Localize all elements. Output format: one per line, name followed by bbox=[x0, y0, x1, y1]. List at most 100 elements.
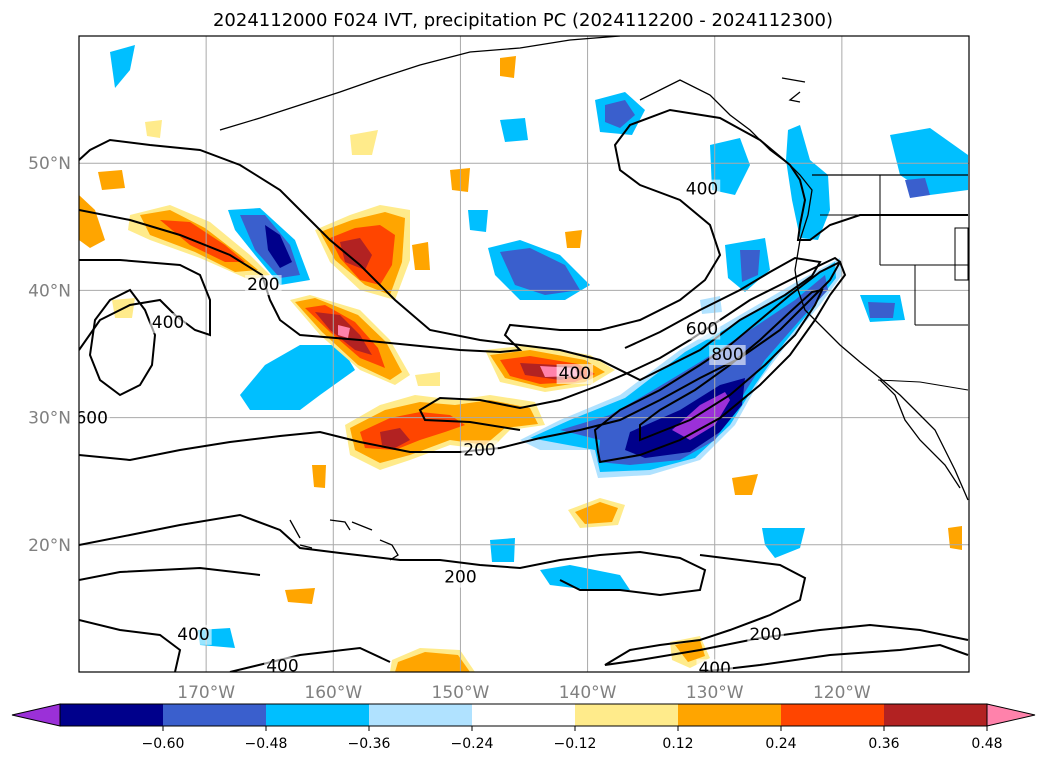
y-tick-label: 40°N bbox=[28, 281, 71, 301]
neg-anomaly-coast-socal-core bbox=[740, 250, 760, 282]
ivt-contour-label-bg bbox=[264, 656, 301, 672]
colorbar-tick-label: 0.12 bbox=[662, 736, 693, 752]
pos-anomaly-bottom-mid bbox=[395, 652, 470, 672]
pos-anomaly-south-mid-core bbox=[575, 502, 618, 524]
colorbar-swatch bbox=[678, 704, 782, 726]
pos-anomaly-small-6 bbox=[565, 230, 582, 248]
neg-anomaly-south-2 bbox=[762, 528, 805, 558]
colorbar-tick-label: −0.24 bbox=[451, 736, 494, 752]
ivt-contour-800-ar bbox=[639, 288, 824, 442]
pos-anomaly-west-edge bbox=[79, 195, 105, 248]
x-tick-label: 140°W bbox=[559, 683, 617, 703]
neg-anomaly-westpac-peak bbox=[265, 225, 292, 268]
ivt-contour-label: 600 bbox=[686, 320, 718, 340]
ivt-contour-400-arc bbox=[79, 138, 822, 382]
x-tick-label: 160°W bbox=[304, 683, 362, 703]
neg-anomaly-baja-core bbox=[868, 302, 895, 318]
ivt-contour-200-south-right bbox=[604, 554, 969, 666]
ivt-contour-200-bottom bbox=[79, 566, 261, 581]
pos-anomaly-south-band-peak bbox=[380, 428, 410, 448]
colorbar-swatch bbox=[575, 704, 679, 726]
ivt-contour-label-bg bbox=[696, 659, 733, 672]
colorbar-swatch bbox=[781, 704, 885, 726]
neg-anomaly-central-core bbox=[500, 248, 580, 295]
colorbar-swatch bbox=[266, 704, 370, 726]
ivt-contour-label-bg bbox=[442, 567, 479, 588]
ivt-contour-labels: 200 400 600 400 600 800 400 200 200 400 400 200 400 bbox=[75, 179, 784, 679]
neg-anomaly-small-2 bbox=[468, 210, 488, 232]
x-tick-label: 170°W bbox=[177, 683, 235, 703]
ivt-contour-label: 400 bbox=[266, 657, 298, 677]
ivt-contour-600-west bbox=[79, 259, 211, 351]
pos-anomaly-small-5 bbox=[732, 474, 758, 495]
colorbar-swatch bbox=[884, 704, 988, 726]
ivt-contour-label: 400 bbox=[686, 180, 718, 200]
ivt-contour-400-south bbox=[79, 619, 182, 672]
ivt-contour-label-bg bbox=[683, 179, 721, 200]
ivt-contour-label: 400 bbox=[152, 313, 184, 333]
neg-anomaly-south bbox=[540, 565, 630, 590]
colorbar: −0.60 −0.48 −0.36 −0.24 −0.12 0.12 0.24 0.36 0.4… bbox=[11, 703, 1036, 752]
pos-anomaly-mid-north-core bbox=[340, 238, 372, 270]
ivt-contour-600-ar bbox=[593, 260, 847, 464]
colorbar-tick-label: 0.24 bbox=[765, 736, 796, 752]
ivt-contour-label: 600 bbox=[75, 409, 107, 429]
neg-anomaly-inland-2 bbox=[905, 178, 930, 198]
ivt-contour-label: 400 bbox=[698, 659, 730, 679]
ivt-contour-label: 800 bbox=[711, 345, 743, 365]
chart-title: 2024112000 F024 IVT, precipitation PC (2… bbox=[213, 10, 833, 31]
pos-anomaly-small-1 bbox=[98, 170, 125, 190]
ivt-contours bbox=[79, 108, 969, 672]
pos-anomaly-small-7 bbox=[948, 526, 962, 550]
island-misc-1 bbox=[289, 77, 806, 539]
colorbar-tick-label: −0.60 bbox=[142, 736, 185, 752]
x-tick-label: 130°W bbox=[686, 683, 744, 703]
pos-anomaly-small-10 bbox=[500, 56, 516, 78]
pos-anomaly-diagonal-max bbox=[338, 325, 350, 338]
colorbar-tick-label: −0.36 bbox=[348, 736, 391, 752]
pos-anomaly-small-2 bbox=[412, 242, 430, 270]
neg-anomaly-nepac-core bbox=[605, 100, 635, 128]
ivt-contour-label-bg bbox=[556, 364, 594, 385]
x-tick-labels: 170°W 160°W 150°W 140°W 130°W 120°W bbox=[177, 683, 871, 703]
ivt-contour-label: 200 bbox=[444, 568, 476, 588]
ivt-contour-label-bg bbox=[683, 319, 721, 340]
ivt-contour-label: 200 bbox=[749, 625, 781, 645]
colorbar-extend-max bbox=[986, 703, 1036, 727]
pos-anomaly-small-4 bbox=[285, 588, 315, 604]
ivt-contour-label-bg bbox=[461, 440, 498, 461]
coast-baja bbox=[879, 379, 961, 489]
coast-us-west bbox=[794, 214, 969, 501]
neg-anomaly-inland bbox=[890, 128, 968, 195]
neg-anomaly-west-low bbox=[240, 345, 355, 410]
pos-anomaly-small-12 bbox=[350, 130, 378, 155]
colorbar-tick-label: 0.36 bbox=[868, 736, 899, 752]
x-tick-label: 150°W bbox=[432, 683, 490, 703]
colorbar-tick-label: 0.48 bbox=[971, 736, 1002, 752]
colorbar-swatch bbox=[163, 704, 267, 726]
ivt-contour-400-south-3 bbox=[699, 643, 969, 672]
y-tick-label: 30°N bbox=[28, 409, 71, 429]
y-tick-labels: 20°N 30°N 40°N 50°N bbox=[28, 154, 71, 556]
colorbar-swatch bbox=[60, 704, 164, 726]
ivt-contour-label: 200 bbox=[247, 275, 279, 295]
ivt-contour-200-south bbox=[79, 256, 842, 462]
ivt-contour-label: 400 bbox=[177, 625, 209, 645]
ivt-contour-200-south-low bbox=[79, 513, 707, 597]
ivt-contour-label-bg bbox=[245, 275, 282, 296]
x-tick-label: 120°W bbox=[813, 683, 871, 703]
neg-anomaly-small-1 bbox=[500, 118, 528, 142]
colorbar-tick-label: −0.12 bbox=[554, 736, 597, 752]
colorbar-swatch bbox=[369, 704, 473, 726]
ivt-contour-label: 400 bbox=[559, 364, 591, 384]
ivt-contour-label-bg bbox=[79, 408, 110, 429]
pos-anomaly-small-8 bbox=[312, 465, 326, 488]
colorbar-swatch bbox=[472, 704, 576, 726]
map-frame bbox=[78, 35, 970, 673]
ivt-contour-label: 200 bbox=[463, 440, 495, 460]
ivt-contour-label-bg bbox=[149, 313, 187, 334]
ivt-contour-200-north bbox=[79, 108, 968, 354]
pos-anomaly-small-11 bbox=[145, 120, 162, 138]
colorbar-tick-label: −0.48 bbox=[245, 736, 288, 752]
